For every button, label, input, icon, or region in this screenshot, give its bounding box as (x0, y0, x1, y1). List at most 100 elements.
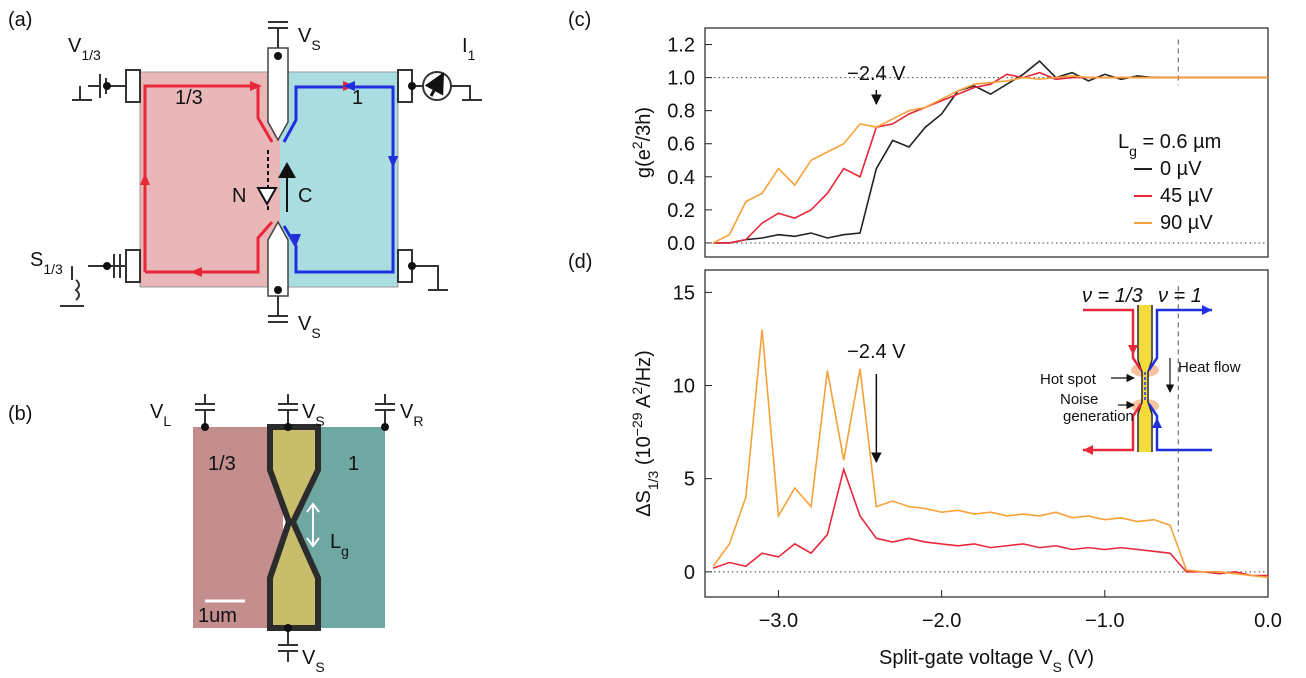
schematic-a (60, 21, 482, 323)
inset-label: ν = 1/3 (1082, 285, 1143, 307)
y-tick-label: 0.0 (667, 233, 695, 255)
series-line (712, 329, 1269, 579)
label-part: V (400, 401, 414, 423)
x-axis-title-part: (V) (1062, 647, 1094, 669)
label-part: 1/3 (81, 47, 101, 63)
length-arrow (306, 502, 320, 548)
inset-label: Heat flow (1178, 359, 1241, 376)
triangle-n (256, 187, 278, 207)
x-axis-title-part: Split-gate voltage V (879, 647, 1053, 669)
label-part: V (298, 313, 312, 335)
y-axis-title-part: 2 (629, 387, 645, 395)
region-label: 1/3 (208, 453, 236, 475)
plot-frame (704, 27, 1269, 258)
y-tick-label: 0.4 (667, 167, 695, 189)
gate (267, 47, 289, 142)
series-line (712, 75, 1268, 244)
legend-title-part: g (1129, 143, 1137, 159)
label-part: S (315, 413, 324, 429)
y-axis-title-part: ΔS (633, 490, 655, 517)
label-part: g (341, 543, 349, 559)
legend-title: Lg = 0.6 µm (1118, 131, 1221, 159)
x-tick-label: −3.0 (759, 610, 798, 632)
y-axis-title-part: (10 (633, 436, 655, 470)
micrograph-b (193, 394, 395, 662)
label-part: 1 (468, 47, 476, 63)
label: C (298, 185, 312, 207)
region-one (280, 72, 398, 287)
label-part: S (315, 659, 324, 675)
inset-label: generation (1063, 408, 1134, 425)
legend-label: 45 µV (1160, 185, 1213, 207)
label: S1/3 (30, 249, 63, 277)
y-tick-label: 5 (684, 469, 695, 491)
series-line (712, 466, 1268, 577)
edge-label: 1/3 (175, 87, 203, 109)
label: VS (298, 313, 321, 341)
label-part: V (302, 647, 316, 669)
label-part: V (150, 401, 164, 423)
label: VR (400, 401, 423, 429)
label: I1 (462, 35, 476, 63)
label-part: V (68, 35, 82, 57)
edge-label: 1 (352, 87, 363, 109)
label-part: L (163, 413, 171, 429)
label-part: V (298, 25, 312, 47)
x-tick-label: 0.0 (1254, 610, 1282, 632)
label-part: V (302, 401, 316, 423)
inset-label: Hot spot (1040, 371, 1097, 388)
label-part: S (311, 37, 320, 53)
y-axis-title-part: −29 (629, 412, 645, 436)
leads (195, 394, 395, 662)
x-axis-title-part: S (1052, 659, 1061, 675)
y-tick-label: 0.2 (667, 200, 695, 222)
contacts (60, 21, 482, 323)
inset (1083, 305, 1212, 455)
panel-label: (c) (568, 9, 591, 31)
label-part: 1/3 (43, 261, 63, 277)
label: VL (150, 401, 171, 429)
annotation: −2.4 V (847, 63, 906, 85)
gate (267, 220, 289, 297)
label-part: R (413, 413, 423, 429)
y-axis-title-part: /3h) (633, 107, 655, 141)
y-tick-label: 15 (673, 282, 695, 304)
y-tick-label: 0.6 (667, 134, 695, 156)
label: VS (302, 647, 325, 675)
panel-label: (d) (568, 251, 592, 273)
panel-label: (b) (8, 403, 32, 425)
x-tick-label: −1.0 (1085, 610, 1124, 632)
label-part: L (330, 531, 341, 553)
x-axis-title: Split-gate voltage VS (V) (879, 647, 1094, 675)
legend-title-part: L (1118, 131, 1129, 153)
label-part: S (30, 249, 43, 271)
label: N (232, 185, 246, 207)
inset-label: Noise (1060, 391, 1098, 408)
annotation: −2.4 V (847, 341, 906, 363)
label: Lg (330, 531, 349, 559)
edge-blue (282, 85, 395, 274)
nodes (103, 52, 416, 294)
inset-label: ν = 1 (1158, 285, 1202, 307)
y-tick-label: 1.0 (667, 68, 695, 90)
nodes (201, 423, 389, 632)
triangle-c (278, 162, 296, 178)
plot-frame (704, 269, 1269, 598)
label: VS (302, 401, 325, 429)
gate (267, 424, 321, 631)
y-tick-label: 0 (684, 562, 695, 584)
legend-label: 90 µV (1160, 212, 1213, 234)
label-part: I (462, 35, 468, 57)
y-tick-label: 10 (673, 376, 695, 398)
y-axis-title-part: A (633, 394, 655, 412)
x-tick-label: −2.0 (922, 610, 961, 632)
y-axis-title: g(e2/3h) (629, 107, 655, 178)
y-axis-title: ΔS1/3 (10−29 A2/Hz) (629, 350, 661, 517)
scale-label: 1um (198, 605, 237, 627)
meter-arrow (424, 72, 445, 97)
legend-label: 0 µV (1160, 158, 1202, 180)
label: V1/3 (68, 35, 101, 63)
label: VS (298, 25, 321, 53)
y-axis-title-part: 1/3 (645, 470, 661, 490)
